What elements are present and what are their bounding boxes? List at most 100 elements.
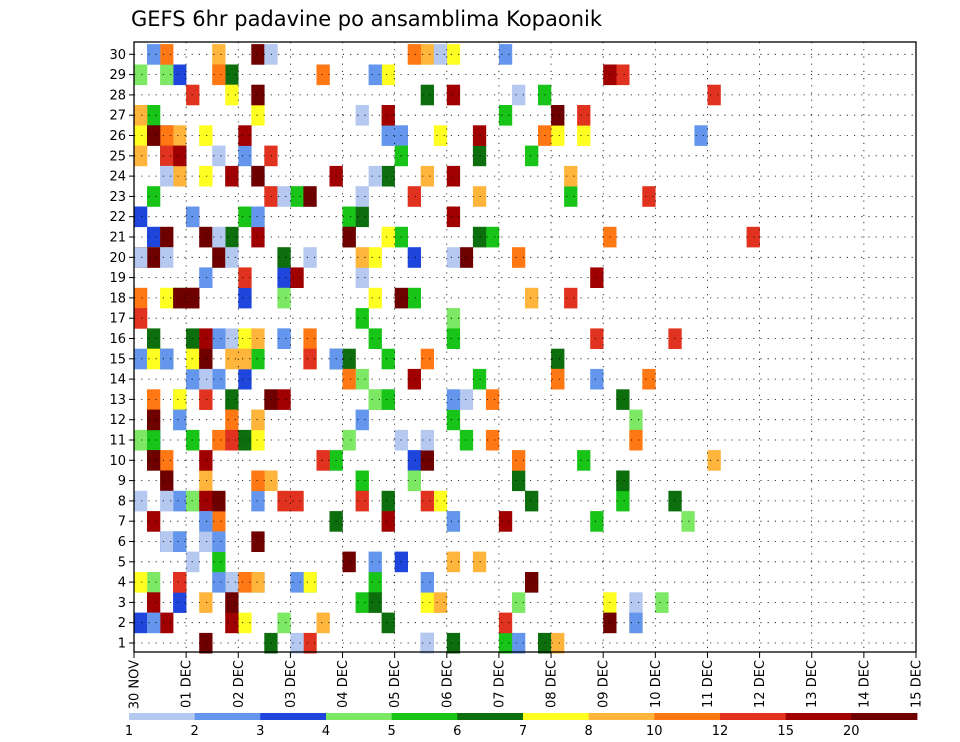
- x-tick-label: 15 DEC: [910, 660, 925, 708]
- legend-swatch: [129, 713, 196, 720]
- heatmap-cell: [225, 572, 239, 593]
- y-tick-label: 17: [109, 312, 126, 327]
- heatmap-cell: [238, 572, 252, 593]
- heatmap-cell: [134, 105, 148, 126]
- heatmap-cell: [277, 389, 291, 410]
- heatmap-cell: [459, 247, 474, 268]
- y-tick-label: 28: [109, 88, 126, 103]
- heatmap-cell: [160, 470, 174, 492]
- heatmap-cell: [147, 429, 161, 451]
- heatmap-cell: [694, 125, 708, 146]
- heatmap-cell: [212, 328, 226, 349]
- legend-swatch: [588, 713, 655, 720]
- heatmap-cell: [446, 206, 461, 228]
- x-tick-label: 06 DEC: [440, 660, 455, 708]
- heatmap-cell: [446, 84, 461, 106]
- heatmap-cell: [199, 328, 213, 349]
- heatmap-cell: [381, 125, 395, 146]
- heatmap-cell: [512, 592, 526, 613]
- y-tick-label: 30: [109, 48, 126, 63]
- heatmap-cell: [368, 572, 382, 593]
- heatmap-cell: [251, 572, 265, 593]
- heatmap-cell: [420, 44, 434, 65]
- heatmap-cell: [160, 44, 174, 65]
- heatmap-cell: [134, 247, 148, 268]
- heatmap-cell: [147, 592, 161, 613]
- heatmap-cell: [290, 572, 304, 593]
- heatmap-cell: [485, 389, 500, 410]
- heatmap-cell: [173, 145, 187, 167]
- x-tick-label: 14 DEC: [857, 660, 872, 708]
- x-tick-label: 13 DEC: [805, 660, 820, 708]
- heatmap-cell: [446, 44, 461, 65]
- heatmap-cell: [251, 105, 265, 126]
- heatmap-cell: [368, 287, 382, 309]
- heatmap-cell: [160, 531, 174, 552]
- heatmap-cell: [342, 368, 356, 390]
- y-tick-label: 15: [109, 352, 126, 367]
- heatmap-cell: [251, 84, 265, 106]
- heatmap-cell: [616, 64, 630, 86]
- heatmap-cell: [303, 572, 317, 593]
- y-tick-label: 24: [109, 170, 126, 185]
- y-tick-label: 11: [109, 434, 126, 449]
- heatmap-cell: [277, 267, 291, 288]
- heatmap-cell: [225, 612, 239, 634]
- legend-swatch: [326, 713, 393, 720]
- x-tick-label: 30 NOV: [128, 660, 143, 709]
- heatmap-cell: [212, 531, 226, 552]
- heatmap-cell: [616, 389, 630, 410]
- heatmap-cell: [238, 328, 252, 349]
- legend-swatch: [523, 713, 590, 720]
- heatmap-cell: [485, 429, 500, 451]
- heatmap-cell: [199, 511, 213, 532]
- heatmap-cell: [212, 247, 226, 268]
- heatmap-cell: [277, 328, 291, 349]
- heatmap-cell: [199, 632, 213, 654]
- heatmap-cell: [147, 450, 161, 471]
- heatmap-cell: [512, 84, 526, 106]
- heatmap-cell: [303, 632, 317, 654]
- heatmap-cell: [512, 450, 526, 471]
- heatmap-cell: [251, 470, 265, 492]
- legend-swatch: [391, 713, 458, 720]
- heatmap-cell: [290, 186, 304, 207]
- y-tick-label: 13: [109, 393, 126, 408]
- heatmap-cell: [251, 490, 265, 512]
- heatmap-cell: [381, 612, 395, 634]
- legend: 1 2 3 4 5 6 7 8 10 12 15 20: [125, 713, 918, 739]
- heatmap-cell: [407, 470, 421, 492]
- heatmap-cell: [459, 429, 474, 451]
- heatmap-cell: [134, 206, 148, 228]
- heatmap-cell: [160, 226, 174, 248]
- heatmap-cell: [199, 348, 213, 370]
- x-tick-label: 04 DEC: [336, 660, 351, 708]
- heatmap-cell: [551, 368, 565, 390]
- heatmap-cell: [134, 125, 148, 146]
- heatmap-cell: [173, 531, 187, 552]
- heatmap-cell: [173, 409, 187, 431]
- heatmap-cell: [420, 165, 434, 187]
- heatmap-cell: [368, 247, 382, 268]
- heatmap-cell: [629, 592, 643, 613]
- heatmap-cell: [277, 186, 291, 207]
- heatmap-cell: [277, 490, 291, 512]
- heatmap-cell: [147, 511, 161, 532]
- heatmap-cell: [147, 389, 161, 410]
- heatmap-cell: [225, 226, 239, 248]
- heatmap-cell: [199, 531, 213, 552]
- heatmap-cell: [251, 531, 265, 552]
- heatmap-cell: [147, 348, 161, 370]
- heatmap-cell: [303, 247, 317, 268]
- heatmap-cell: [160, 247, 174, 268]
- heatmap-cell: [446, 511, 461, 532]
- heatmap-cell: [420, 592, 434, 613]
- x-tick-label: 03 DEC: [284, 660, 299, 708]
- heatmap-cell: [173, 490, 187, 512]
- legend-label: 12: [712, 724, 729, 739]
- heatmap-cell: [303, 186, 317, 207]
- heatmap-cell: [225, 429, 239, 451]
- heatmap-cell: [407, 247, 421, 268]
- heatmap-cells: [134, 44, 760, 654]
- heatmap-cell: [616, 490, 630, 512]
